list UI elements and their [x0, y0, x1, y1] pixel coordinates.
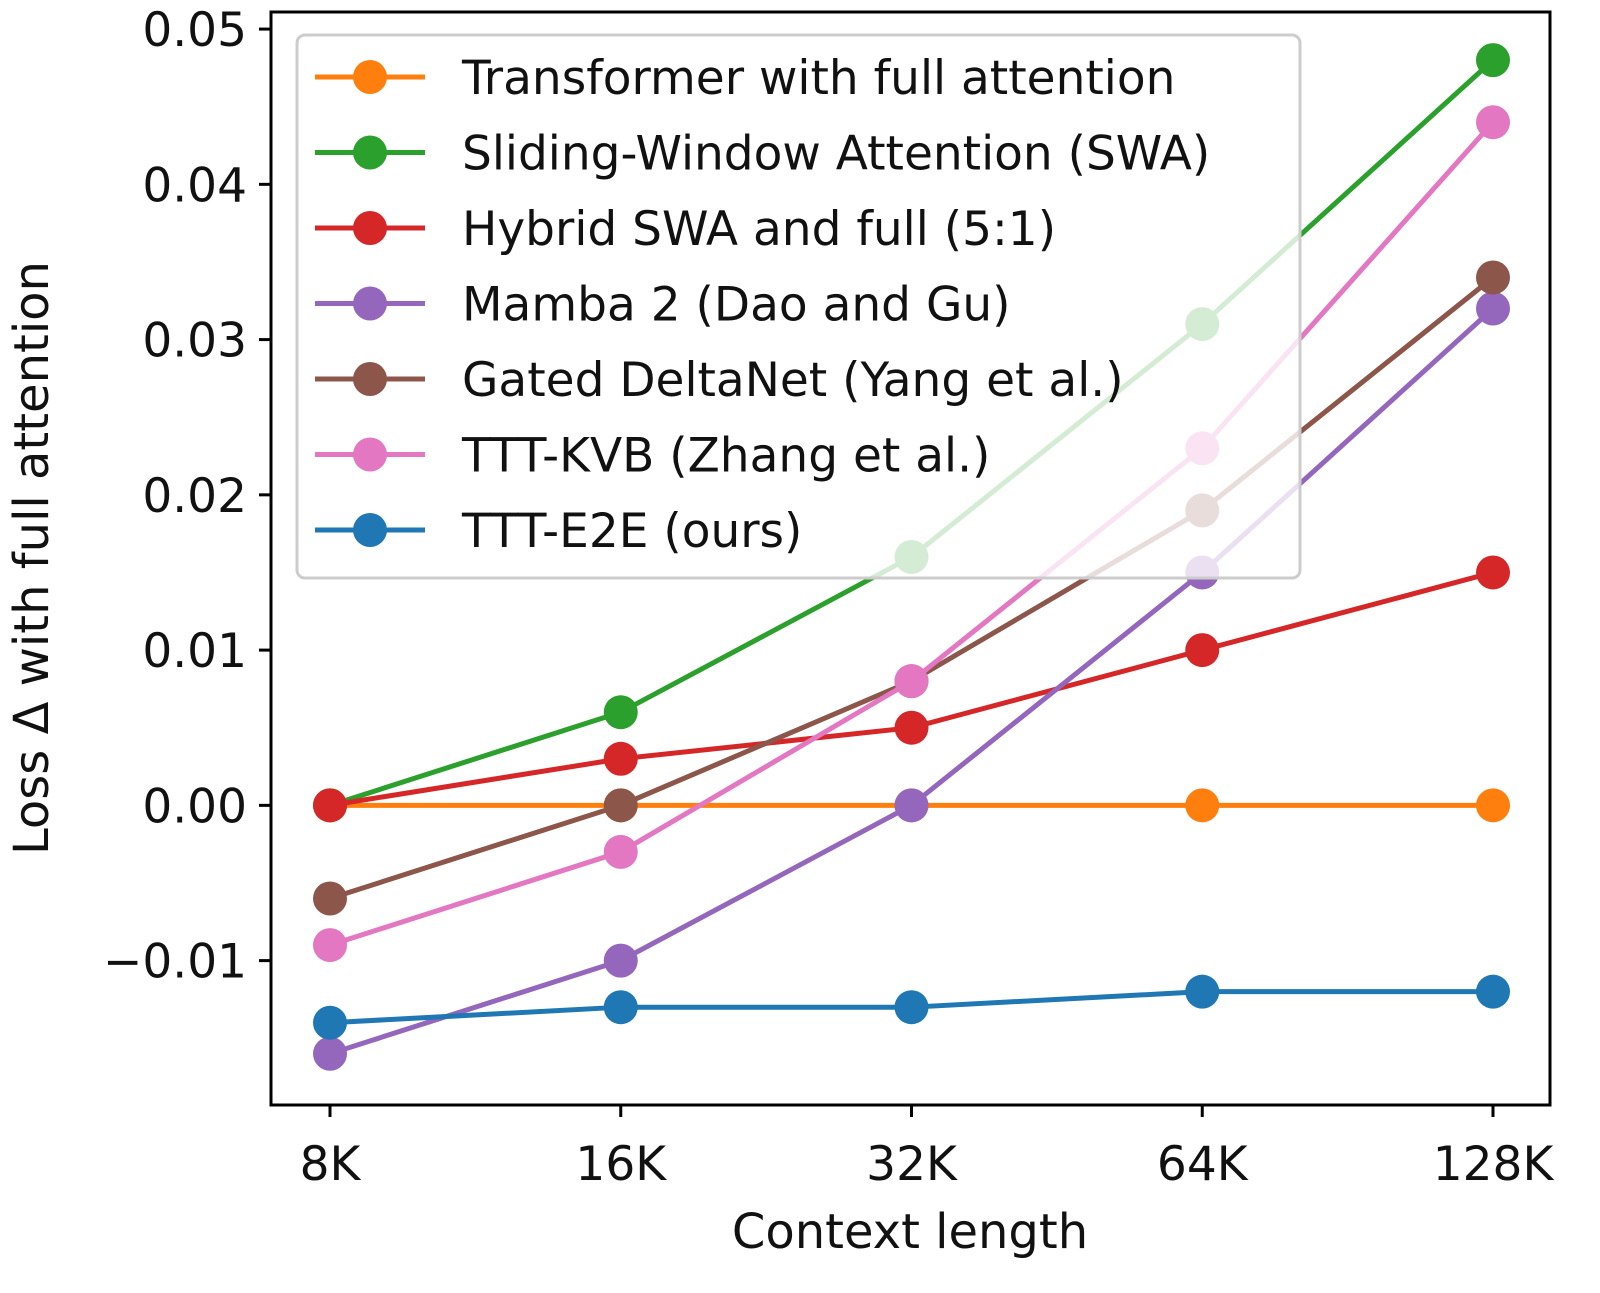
- legend-label: TTT-E2E (ours): [461, 504, 802, 559]
- data-point: [313, 928, 347, 963]
- data-point: [894, 990, 929, 1025]
- legend-entry: Gated DeltaNet (Yang et al.): [315, 353, 1124, 408]
- y-axis-label: Loss Δ with full attention: [4, 261, 60, 855]
- y-axis: −0.01 0.00 0.01 0.02 0.03 0.04 0.05: [103, 3, 271, 990]
- data-point: [603, 788, 638, 823]
- legend-marker: [353, 135, 387, 170]
- legend-label: Transformer with full attention: [461, 51, 1175, 106]
- legend-entry: TTT-E2E (ours): [315, 504, 802, 559]
- legend-label: Sliding-Window Attention (SWA): [462, 127, 1210, 182]
- y-tick-label: 0.03: [142, 314, 247, 369]
- data-point: [1476, 260, 1510, 295]
- legend-entry: Mamba 2 (Dao and Gu): [315, 278, 1011, 333]
- data-point: [603, 990, 638, 1025]
- legend-marker: [353, 362, 387, 396]
- data-point: [313, 881, 347, 916]
- legend-entry: Sliding-Window Attention (SWA): [315, 127, 1210, 182]
- data-point: [603, 695, 638, 730]
- legend: Transformer with full attention Sliding-W…: [295, 33, 1302, 580]
- data-point: [603, 943, 638, 978]
- series-2: [313, 555, 1510, 823]
- legend-entry: Transformer with full attention: [315, 51, 1175, 106]
- data-point: [603, 834, 638, 869]
- y-tick-label: 0.04: [142, 158, 247, 213]
- legend-label: Mamba 2 (Dao and Gu): [462, 278, 1011, 333]
- data-point: [894, 664, 929, 699]
- data-point: [603, 741, 638, 776]
- y-tick-label: 0.02: [142, 469, 247, 524]
- legend-marker: [353, 437, 387, 472]
- data-point: [894, 710, 929, 745]
- legend-marker: [353, 286, 387, 321]
- legend-marker: [353, 211, 387, 245]
- data-point: [1476, 43, 1510, 78]
- y-tick-label: −0.01: [103, 935, 247, 990]
- legend-label: TTT-KVB (Zhang et al.): [461, 429, 990, 484]
- data-point: [1476, 788, 1510, 823]
- legend-box: [295, 33, 1302, 580]
- x-tick-label: 128K: [1433, 1137, 1555, 1192]
- y-tick-label: 0.00: [142, 779, 247, 834]
- legend-label: Hybrid SWA and full (5:1): [462, 202, 1056, 257]
- legend-entry: Hybrid SWA and full (5:1): [315, 202, 1056, 257]
- data-point: [313, 1005, 347, 1040]
- series-6: [313, 974, 1510, 1040]
- legend-entry: TTT-KVB (Zhang et al.): [315, 429, 990, 484]
- x-tick-label: 64K: [1157, 1137, 1249, 1192]
- legend-label: Gated DeltaNet (Yang et al.): [462, 353, 1124, 408]
- data-point: [1185, 633, 1220, 668]
- data-point: [313, 1036, 347, 1071]
- data-point: [313, 788, 347, 823]
- data-point: [1476, 291, 1510, 326]
- x-axis-label: Context length: [732, 1204, 1088, 1260]
- x-tick-label: 32K: [866, 1137, 958, 1192]
- data-point: [1185, 974, 1220, 1009]
- data-point: [894, 788, 929, 823]
- x-tick-label: 16K: [575, 1137, 667, 1192]
- data-point: [1185, 788, 1220, 823]
- y-tick-label: 0.01: [142, 624, 247, 679]
- x-axis: 8K 16K 32K 64K 128K: [300, 1105, 1555, 1192]
- data-point: [1476, 105, 1510, 140]
- x-tick-label: 8K: [300, 1137, 362, 1192]
- data-point: [1476, 974, 1510, 1009]
- y-tick-label: 0.05: [142, 3, 247, 58]
- legend-marker: [353, 60, 387, 94]
- data-point: [1476, 555, 1510, 590]
- legend-marker: [353, 513, 387, 547]
